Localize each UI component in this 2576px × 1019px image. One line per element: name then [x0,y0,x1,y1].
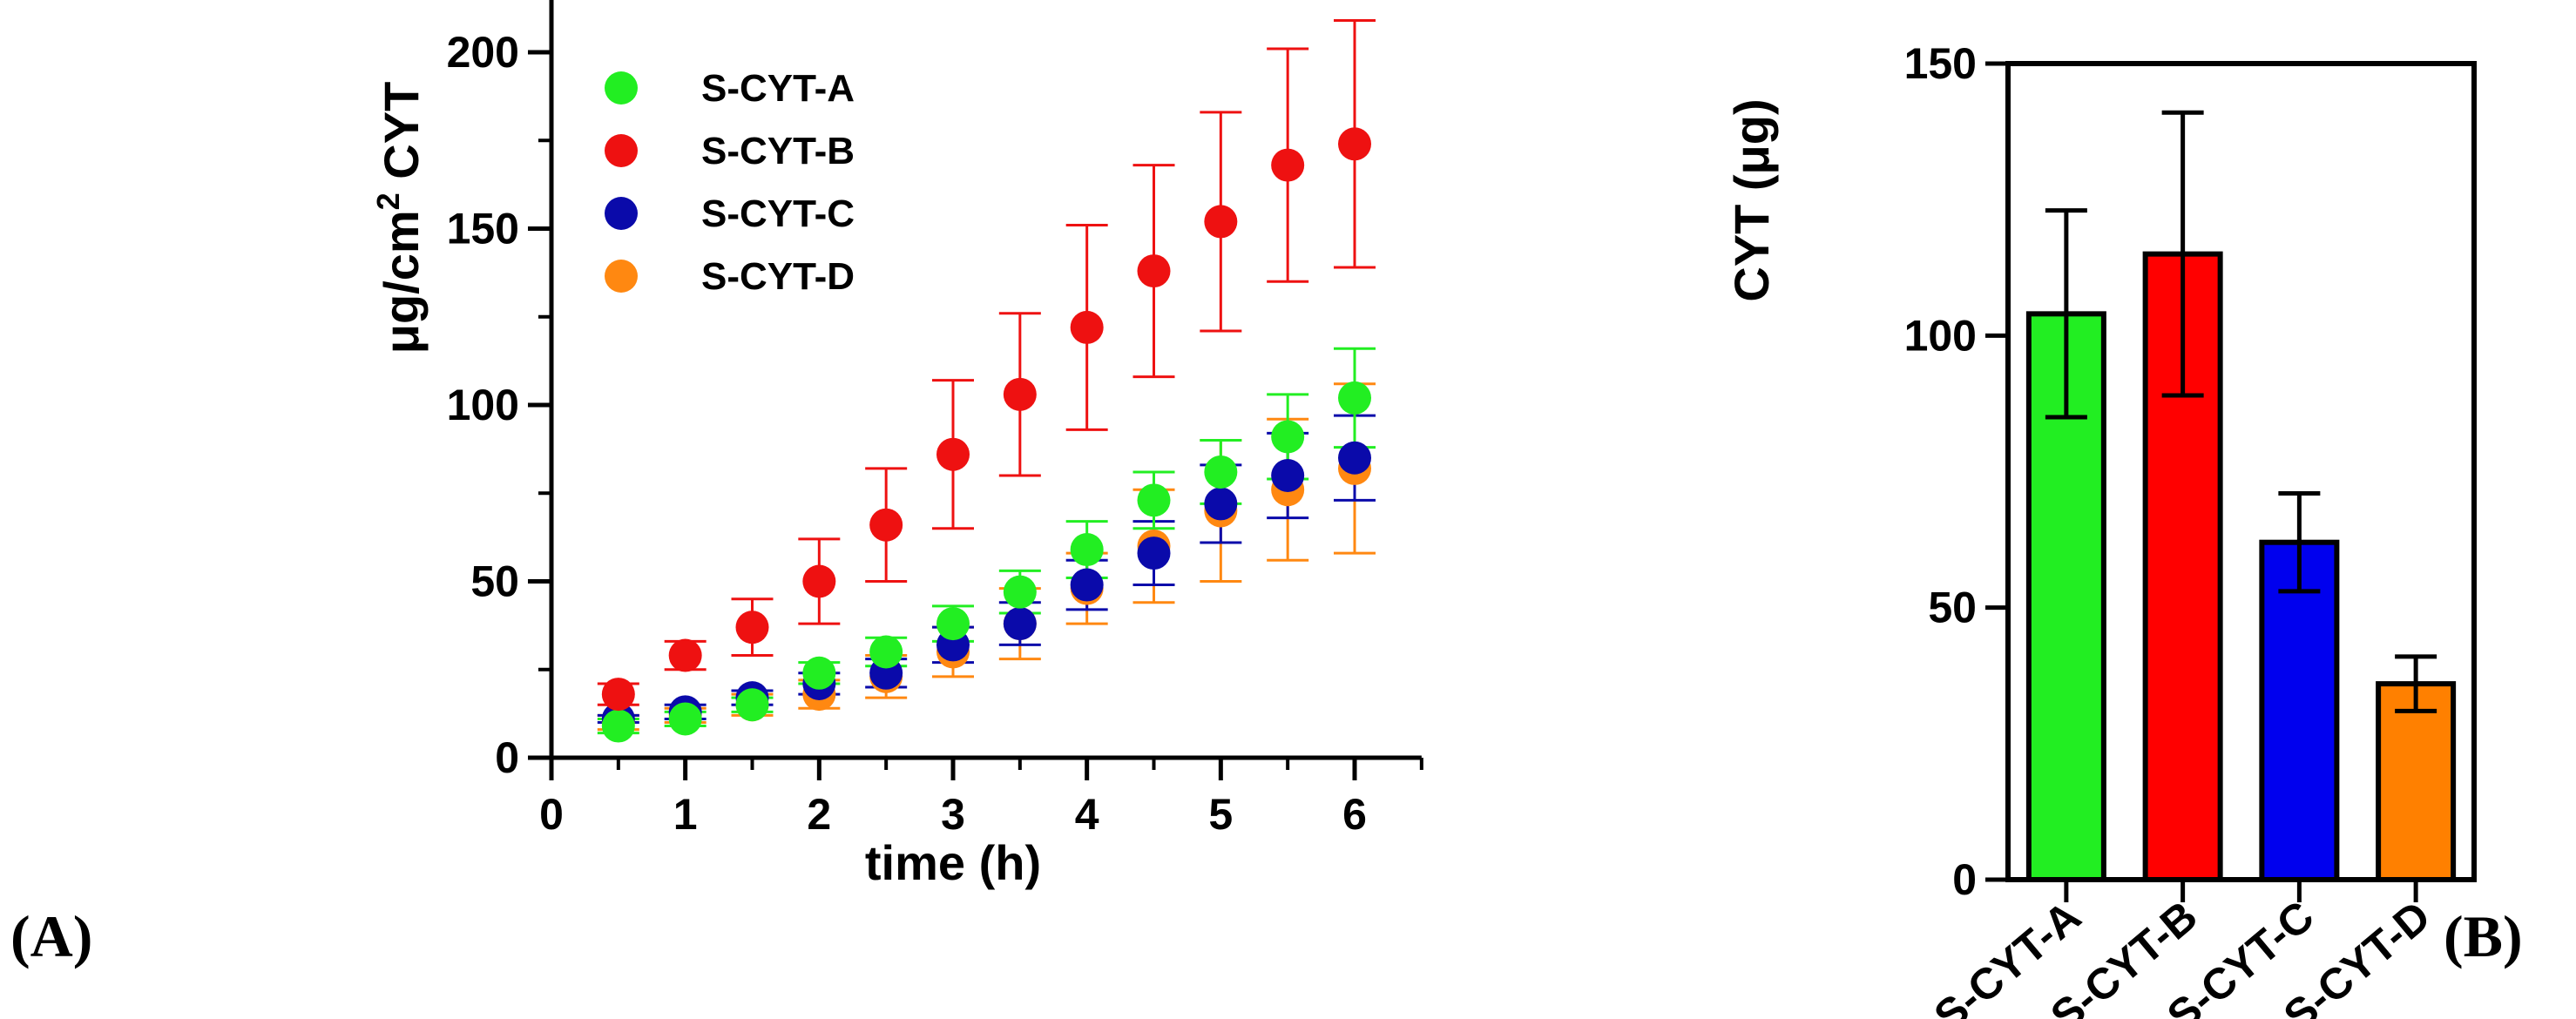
data-point [1271,459,1305,492]
panel-a-y-tick-label: 200 [447,28,519,77]
data-point [1070,310,1104,344]
panel-a-x-tick-label: 6 [1342,790,1367,839]
panel-a-x-tick-label: 3 [941,790,965,839]
legend-marker [605,260,638,293]
panel-b-bars [2025,251,2457,882]
panel-a-y-tick-label: 50 [470,557,519,606]
legend-label: S-CYT-D [701,255,855,298]
data-point [735,611,769,644]
panel-b-label: (B) [2444,903,2523,969]
data-point [802,656,836,690]
panel-b-y-tick-label: 50 [1928,584,1977,632]
legend-label: S-CYT-A [701,67,855,110]
data-point [1271,148,1305,182]
legend-marker [605,197,638,230]
data-point [1338,441,1371,475]
data-point [601,678,635,712]
data-point [1137,254,1171,288]
data-point [869,635,903,669]
panel-b-y-tick-label: 100 [1904,311,1977,360]
data-point [668,702,702,736]
data-point [1003,607,1037,641]
panel-b-y-tick-label: 150 [1904,39,1977,88]
data-point [1338,381,1371,415]
panel-a-y-axis-title: μg/cm2 CYT [370,82,429,354]
data-point [1070,533,1104,567]
legend-marker [605,134,638,167]
panel-a-points [601,127,1371,743]
data-point [1003,575,1037,609]
panel-b-y-tick-label: 0 [1952,855,1977,904]
data-point [1338,127,1371,161]
data-point [802,564,836,598]
panel-a-x-tick-label: 4 [1075,790,1099,839]
panel-a-y-tick-label: 0 [495,733,519,782]
bar [2259,539,2340,882]
panel-a-y-tick-label: 150 [447,205,519,253]
panel-a-x-tick-label: 5 [1208,790,1233,839]
data-point [1204,487,1238,521]
panel-a-label: (A) [10,903,92,969]
data-point [869,508,903,542]
data-point [1003,377,1037,411]
legend-marker [605,71,638,105]
data-point [1070,568,1104,602]
data-point [1137,483,1171,517]
data-point [1204,205,1238,239]
data-point [601,709,635,743]
panel-a-error-bars [597,19,1376,735]
panel-a-x-tick-label: 2 [807,790,831,839]
panel-b-y-axis-title: CYT (μg) [1724,98,1779,301]
panel-a-legend: S-CYT-A S-CYT-B S-CYT-C S-CYT-D [605,67,855,298]
data-point [936,607,970,641]
data-point [1204,455,1238,489]
data-point [1137,536,1171,570]
panel-a-x-axis-title: time (h) [865,835,1041,890]
panel-a-axes: 0 50 100 150 200 0 1 2 3 4 5 6 [447,0,1423,839]
panel-b-frame [2005,61,2477,882]
data-point [1271,420,1305,454]
panel-a-x-tick-label: 1 [673,790,698,839]
panel-a-y-tick-label: 100 [447,381,519,429]
legend-label: S-CYT-C [701,192,855,235]
data-point [668,638,702,672]
panel-a-x-tick-label: 0 [539,790,564,839]
data-point [735,688,769,722]
legend-label: S-CYT-B [701,130,855,172]
data-point [936,437,970,471]
